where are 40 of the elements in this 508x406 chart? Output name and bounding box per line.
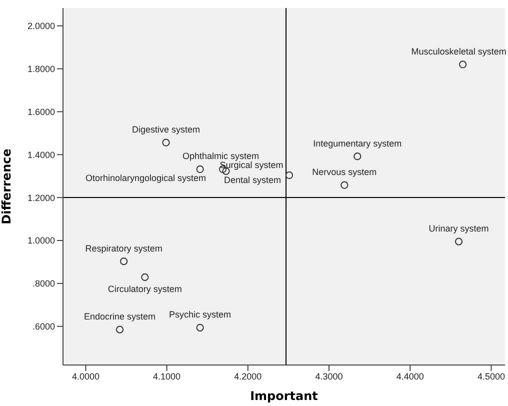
x-axis-title: Important (250, 389, 318, 403)
x-tick-label: 4.4000 (396, 371, 424, 382)
annotation: Otorhinolaryngological system (86, 173, 206, 184)
y-tick-label: 1.4000 (27, 150, 55, 160)
y-tick-label: 1.0000 (27, 236, 55, 246)
annotation: Psychic system (169, 310, 232, 320)
annotation: Digestive system (132, 124, 200, 135)
annotation: Integumentary system (313, 138, 402, 148)
y-tick-label: .8000 (32, 278, 55, 289)
x-tick-label: 4.1000 (153, 371, 181, 382)
x-tick-label: 4.0000 (72, 371, 100, 382)
point (459, 60, 467, 68)
y-tick-label: 1.8000 (27, 64, 55, 74)
annotation: Circulatory system (108, 284, 182, 294)
y-tick-label: .6000 (32, 322, 55, 332)
annotation: Urinary system (428, 224, 489, 234)
y-tick-label: 1.6000 (27, 106, 55, 117)
point (285, 171, 294, 180)
y-axis-title: Differrence (0, 148, 14, 224)
x-tick-label: 4.2000 (234, 371, 262, 382)
point (196, 165, 204, 174)
y-tick-label: 2.0000 (27, 21, 55, 32)
point (196, 324, 204, 332)
point (141, 273, 149, 281)
annotation: Nervous system (312, 167, 377, 178)
annotation: Dental system (224, 175, 282, 186)
x-tick-label: 4.5000 (477, 371, 505, 382)
point (340, 181, 348, 189)
annotation: Respiratory system (85, 243, 162, 254)
annotation: Endocrine system (84, 312, 156, 322)
annotation: Surgical system (220, 160, 284, 170)
point (162, 138, 170, 146)
point (120, 258, 128, 266)
point (116, 326, 124, 334)
x-tick-label: 4.3000 (315, 371, 343, 382)
annotation: Ophthalmic system (182, 151, 260, 162)
point (354, 152, 362, 160)
y-tick-label: 1.2000 (27, 192, 55, 203)
point (454, 238, 463, 246)
annotation: Musculoskeletal system (411, 46, 506, 56)
